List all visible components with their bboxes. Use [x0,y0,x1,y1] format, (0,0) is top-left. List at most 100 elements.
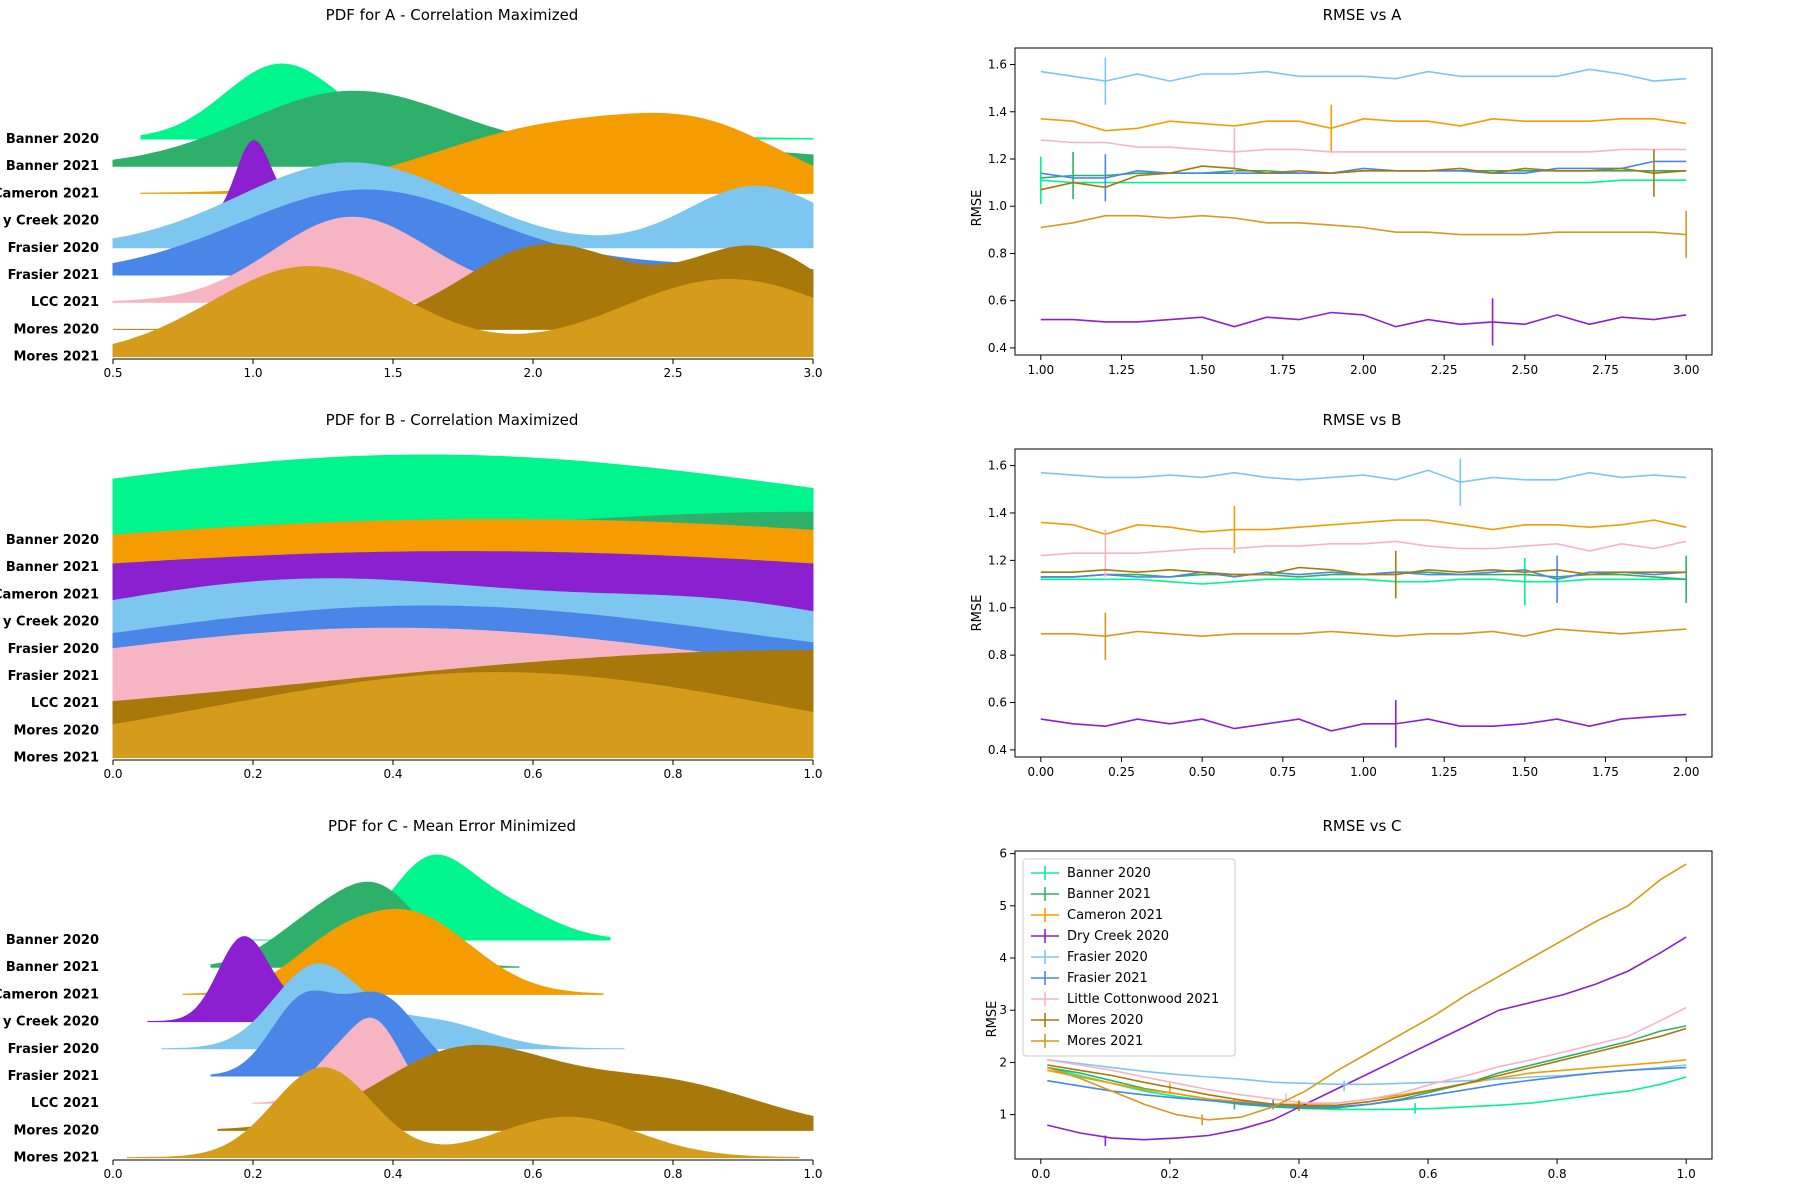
rmsec-y-tick-label: 4 [999,951,1007,965]
pdf-b-title: PDF for B - Correlation Maximized [326,411,579,429]
rmse-b-title: RMSE vs B [1323,411,1402,429]
rmseb-line-cameron-2021 [1040,519,1687,536]
rmseb-x-tick-label: 0.00 [1027,765,1054,779]
pdfa-row-label: Frasier 2021 [8,268,99,283]
pdfc-x-tick-label: 0.8 [663,1167,682,1181]
rmsea-line-frasier-2020 [1040,68,1687,82]
rmseb-line-banner-2020 [1040,578,1687,585]
rmsec-y-tick-label: 1 [999,1108,1007,1122]
rmsea-line-mores-2020 [1040,165,1687,191]
rmseb-x-tick-label: 0.75 [1269,765,1296,779]
rmseb-line-dry-creek-2020 [1040,713,1687,732]
rmsea-y-tick-label: 1.4 [988,105,1007,119]
pdfb-row-label: LCC 2021 [31,696,99,711]
pdfa-x-tick-label: 1.0 [243,366,262,380]
rmsea-x-tick-label: 1.75 [1269,363,1296,377]
rmsec-line-dry-creek-2020 [1047,936,1687,1141]
rmse-b-panel: RMSE vs B RMSE 0.00 0.25 0.50 0.75 1.00 1.25 1… [970,411,1713,779]
pdfa-row-label: Banner 2021 [6,159,99,174]
pdfb-row-label: y Creek 2020 [3,615,99,630]
rmse-a-title: RMSE vs A [1323,6,1403,24]
rmsec-y-tick-label: 2 [999,1055,1007,1069]
pdfb-x-tick-label: 0.6 [523,767,542,781]
pdfb-x-tick-label: 0.2 [243,767,262,781]
rmseb-y-tick-label: 1.4 [988,506,1007,520]
pdfa-row-label: Cameron 2021 [0,186,99,201]
rmseb-line-frasier-2020 [1040,469,1687,484]
rmseb-x-tick-label: 1.25 [1431,765,1458,779]
rmsea-y-tick-label: 1.6 [988,58,1007,72]
pdfc-row-label: LCC 2021 [31,1096,99,1111]
rmseb-x-tick-label: 1.75 [1592,765,1619,779]
rmsea-line-cameron-2021 [1040,117,1687,132]
pdf-a-title: PDF for A - Correlation Maximized [326,6,579,24]
pdfc-x-tick-label: 0.4 [383,1167,402,1181]
pdfa-ridge-mores-2021 [112,266,814,358]
pdf-c-panel: PDF for C - Mean Error Minimized Banner … [0,817,823,1181]
pdfc-x-tick-label: 0.6 [523,1167,542,1181]
pdfc-row-label: Banner 2020 [6,933,99,948]
pdfa-x-tick-label: 1.5 [383,366,402,380]
pdfa-x-tick-label: 2.0 [523,366,542,380]
pdf-b-panel: PDF for B - Correlation Maximized Banner… [0,411,823,781]
pdfb-row-label: Frasier 2020 [8,642,99,657]
rmsea-x-tick-label: 1.50 [1189,363,1216,377]
legend-label-banner-2020: Banner 2020 [1067,866,1151,881]
pdfa-row-label: Mores 2020 [13,322,99,337]
pdfc-row-label: Cameron 2021 [0,987,99,1002]
rmseb-line-mores-2021 [1040,628,1687,638]
pdf-a-panel: PDF for A - Correlation Maximized Banner… [0,6,823,380]
rmsea-line-mores-2021 [1040,214,1687,236]
rmseb-x-tick-label: 0.50 [1189,765,1216,779]
rmsea-y-tick-label: 1.2 [988,152,1007,166]
rmseb-x-tick-label: 1.50 [1511,765,1538,779]
rmsea-y-tick-label: 1.0 [988,199,1007,213]
rmsec-x-tick-label: 0.6 [1418,1167,1437,1181]
legend-label-cameron-2021: Cameron 2021 [1067,908,1163,923]
legend-label-mores-2021: Mores 2021 [1067,1034,1143,1049]
rmsea-line-banner-2020 [1040,179,1687,184]
rmseb-y-tick-label: 1.0 [988,601,1007,615]
rmsea-line-frasier-2021 [1040,160,1687,179]
legend-label-dry-creek-2020: Dry Creek 2020 [1067,929,1169,944]
rmsec-line-frasier-2021 [1047,1066,1687,1108]
pdfc-x-tick-label: 1.0 [803,1167,822,1181]
legend-label-frasier-2021: Frasier 2021 [1067,971,1148,986]
rmsea-x-tick-label: 3.00 [1673,363,1700,377]
rmse-c-panel: RMSE vs C RMSE 0.0 0.2 0.4 0.6 0.8 1.0123456 … [985,817,1713,1181]
rmse-a-panel: RMSE vs A RMSE 1.00 1.25 1.50 1.75 2.00 2.25 2… [970,6,1713,377]
rmse-c-title: RMSE vs C [1322,817,1401,835]
rmsec-line-mores-2021 [1047,863,1687,1121]
rmseb-y-tick-label: 1.2 [988,553,1007,567]
rmseb-y-tick-label: 1.6 [988,459,1007,473]
rmsec-x-tick-label: 1.0 [1677,1167,1696,1181]
rmse-c-ylabel: RMSE [985,1001,1000,1038]
rmsea-line-little-cottonwood-2021 [1040,139,1687,153]
rmsec-line-mores-2020 [1047,1027,1687,1107]
pdfb-x-tick-label: 0.8 [663,767,682,781]
rmseb-x-tick-label: 0.25 [1108,765,1135,779]
rmseb-x-tick-label: 2.00 [1673,765,1700,779]
pdfc-x-tick-label: 0.0 [103,1167,122,1181]
rmseb-y-tick-label: 0.8 [988,648,1007,662]
rmsea-x-tick-label: 2.50 [1511,363,1538,377]
rmsea-line-dry-creek-2020 [1040,311,1687,328]
rmsec-x-tick-label: 0.8 [1548,1167,1567,1181]
rmsec-plot-frame [1014,850,1713,1160]
rmsea-x-tick-label: 1.00 [1027,363,1054,377]
rmsec-y-tick-label: 6 [999,847,1007,861]
pdfb-x-tick-label: 0.4 [383,767,402,781]
pdfb-ridge-mores-2021 [112,672,814,759]
pdfb-row-label: Cameron 2021 [0,587,99,602]
rmseb-y-tick-label: 0.4 [988,743,1007,757]
rmsec-y-tick-label: 3 [999,1003,1007,1017]
rmse-b-ylabel: RMSE [970,595,985,632]
rmsea-x-tick-label: 2.75 [1592,363,1619,377]
pdfc-x-tick-label: 0.2 [243,1167,262,1181]
pdfa-row-label: y Creek 2020 [3,214,99,229]
legend-label-mores-2020: Mores 2020 [1067,1013,1143,1028]
rmseb-y-tick-label: 0.6 [988,696,1007,710]
pdfa-row-label: Banner 2020 [6,132,99,147]
pdfc-row-label: Banner 2021 [6,960,99,975]
